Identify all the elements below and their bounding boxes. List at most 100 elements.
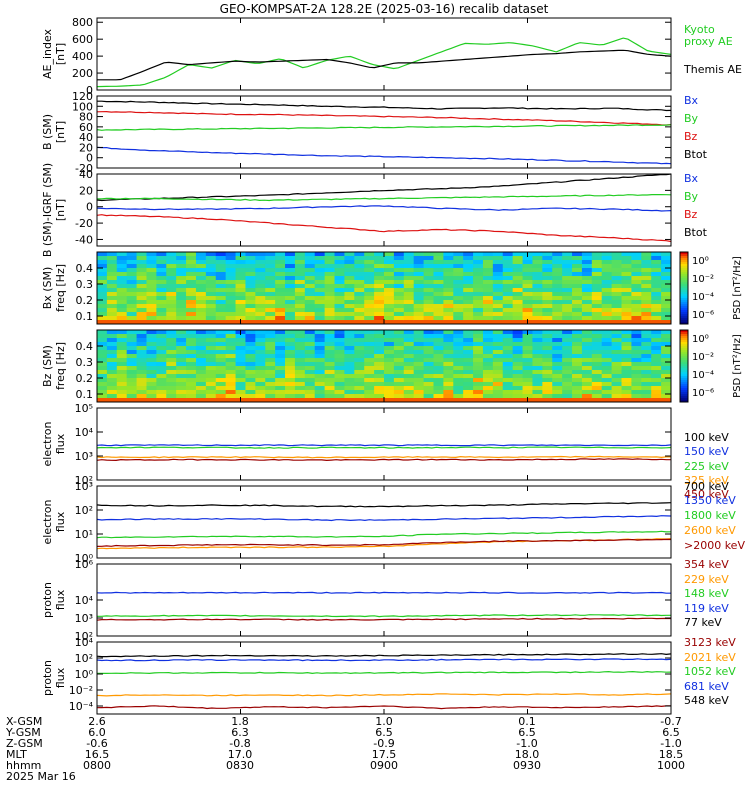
spectrogram-cell xyxy=(512,276,523,281)
spectrogram-cell xyxy=(512,272,523,277)
spectrogram-cell xyxy=(205,288,217,293)
spectrogram-cell xyxy=(334,284,345,289)
colorbar-swatch xyxy=(680,346,688,349)
spectrogram-cell xyxy=(403,394,415,399)
spectrogram-cell xyxy=(255,382,266,387)
spectrogram-cell xyxy=(512,330,523,335)
spectrogram-cell xyxy=(205,308,217,313)
spectrogram-cell xyxy=(97,354,108,359)
spectrogram-cell xyxy=(542,264,553,269)
spectrogram-cell xyxy=(661,284,672,289)
y-tick-label: 10⁴ xyxy=(75,636,94,649)
spectrogram-cell xyxy=(631,386,642,391)
spectrogram-cell xyxy=(641,304,652,309)
spectrogram-cell xyxy=(176,316,187,321)
spectrogram-cell xyxy=(364,284,375,289)
spectrogram-cell xyxy=(136,382,147,387)
spectrogram-cell xyxy=(651,304,662,309)
spectrogram-cell xyxy=(423,260,434,265)
spectrogram-cell xyxy=(106,292,118,297)
spectrogram-cell xyxy=(403,256,415,261)
spectrogram-cell xyxy=(413,394,424,399)
y-tick-label: 120 xyxy=(72,90,93,103)
spectrogram-cell xyxy=(255,330,266,335)
spectrogram-cell xyxy=(601,338,613,343)
colorbar-swatch xyxy=(680,352,688,355)
spectrogram-cell xyxy=(423,264,434,269)
spectrogram-cell xyxy=(334,382,345,387)
spectrogram-cell xyxy=(235,382,246,387)
spectrogram-cell xyxy=(146,320,157,325)
spectrogram-cell xyxy=(195,264,207,269)
spectrogram-cell xyxy=(562,390,573,395)
spectrogram-cell xyxy=(215,268,227,273)
colorbar-swatch xyxy=(680,386,688,389)
spectrogram-cell xyxy=(275,300,286,305)
spectrogram-cell xyxy=(393,312,405,317)
spectrogram-cell xyxy=(393,264,405,269)
spectrogram-cell xyxy=(423,284,434,289)
spectrogram-cell xyxy=(641,354,652,359)
spectrogram-cell xyxy=(186,386,197,391)
spectrogram-cell xyxy=(423,280,434,285)
spectrogram-cell xyxy=(463,276,474,281)
spectrogram-cell xyxy=(285,370,296,375)
spectrogram-cell xyxy=(552,288,563,293)
spectrogram-cell xyxy=(265,284,276,289)
spectrogram-cell xyxy=(621,296,632,301)
spectrogram-cell xyxy=(285,268,296,273)
spectrogram-cell xyxy=(156,272,167,277)
spectrogram-cell xyxy=(572,390,583,395)
spectrogram-cell xyxy=(631,268,642,273)
spectrogram-cell xyxy=(156,374,167,379)
spectrogram-cell xyxy=(324,346,335,351)
spectrogram-cell xyxy=(354,358,365,363)
spectrogram-cell xyxy=(354,398,365,403)
spectrogram-cell xyxy=(374,386,385,391)
spectrogram-cell xyxy=(314,288,326,293)
spectrogram-cell xyxy=(176,342,187,347)
spectrogram-cell xyxy=(146,342,157,347)
spectrogram-cell xyxy=(443,398,454,403)
spectrogram-cell xyxy=(195,296,207,301)
spectrogram-cell xyxy=(522,358,533,363)
spectrogram-cell xyxy=(433,300,444,305)
spectrogram-cell xyxy=(285,296,296,301)
spectrogram-cell xyxy=(245,394,256,399)
spectrogram-cell xyxy=(245,346,256,351)
spectrogram-cell xyxy=(522,354,533,359)
spectrogram-cell xyxy=(403,338,415,343)
spectrogram-cell xyxy=(384,268,395,273)
spectrogram-cell xyxy=(384,370,395,375)
spectrogram-cell xyxy=(463,256,474,261)
spectrogram-cell xyxy=(205,280,217,285)
y-tick-label: 0.4 xyxy=(76,340,94,353)
xaxis-value: -1.0 xyxy=(660,737,681,750)
spectrogram-cell xyxy=(354,370,365,375)
spectrogram-cell xyxy=(443,280,454,285)
spectrogram-cell xyxy=(156,390,167,395)
spectrogram-cell xyxy=(473,276,484,281)
spectrogram-cell xyxy=(433,260,444,265)
spectrogram-cell xyxy=(354,288,365,293)
spectrogram-cell xyxy=(235,362,246,367)
spectrogram-cell xyxy=(324,260,335,265)
spectrogram-cell xyxy=(631,296,642,301)
spectrogram-cell xyxy=(552,334,563,339)
spectrogram-cell xyxy=(661,354,672,359)
spectrogram-cell xyxy=(344,280,355,285)
spectrogram-cell xyxy=(393,378,405,383)
spectrogram-cell xyxy=(116,312,128,317)
spectrogram-cell xyxy=(433,280,444,285)
spectrogram-cell xyxy=(225,312,236,317)
spectrogram-cell xyxy=(294,300,306,305)
spectrogram-cell xyxy=(116,366,128,371)
spectrogram-cell xyxy=(136,338,147,343)
y-axis-label: freq [Hz] xyxy=(54,264,67,312)
spectrogram-cell xyxy=(294,362,306,367)
spectrogram-cell xyxy=(423,366,434,371)
spectrogram-cell xyxy=(453,330,464,335)
spectrogram-cell xyxy=(265,304,276,309)
spectrogram-cell xyxy=(661,374,672,379)
spectrogram-cell xyxy=(275,268,286,273)
